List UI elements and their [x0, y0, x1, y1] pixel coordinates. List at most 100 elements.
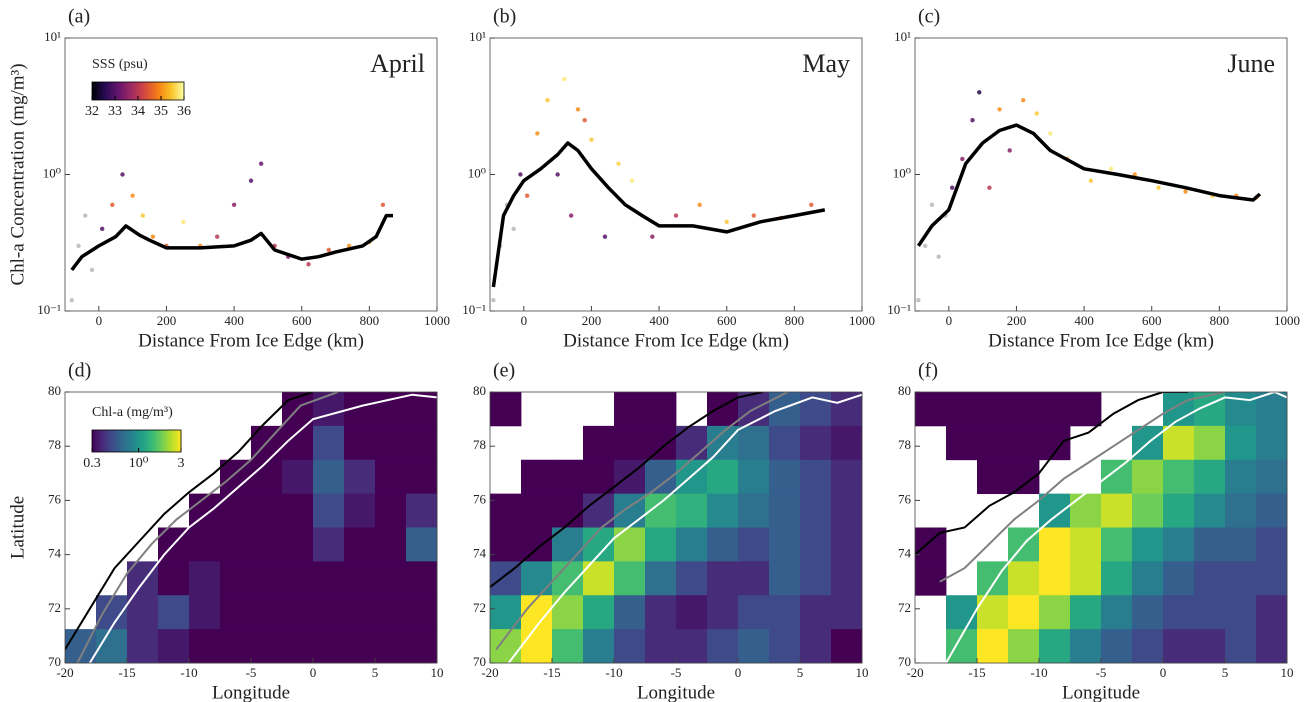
heatmap-cell — [738, 629, 770, 664]
colorbar-swatch — [129, 430, 132, 452]
y-tick-label: 10¹ — [469, 29, 486, 44]
colorbar-swatch — [127, 82, 130, 100]
heatmap-cell — [1256, 561, 1288, 596]
heatmap-cell — [1194, 425, 1226, 461]
colorbar-swatch — [121, 82, 124, 100]
colorbar-swatch — [166, 430, 169, 452]
heatmap-cell — [583, 629, 615, 664]
heatmap-cell — [614, 392, 646, 427]
data-point — [150, 234, 156, 239]
colorbar-tick-label: 36 — [177, 104, 191, 119]
heatmap-cell — [1008, 629, 1040, 664]
heatmap-cell — [1194, 527, 1226, 562]
heatmap-cell — [1163, 561, 1195, 596]
heatmap-cell — [220, 629, 252, 664]
y-tick-label: 70 — [898, 654, 911, 669]
heatmap-cell — [769, 561, 801, 596]
data-point — [306, 262, 311, 267]
heatmap-cell — [406, 561, 438, 596]
y-tick-label: 72 — [48, 600, 61, 615]
x-tick-label: -20 — [481, 665, 498, 680]
x-tick-label: 0 — [96, 313, 103, 328]
data-point — [1034, 111, 1039, 116]
data-point — [568, 213, 574, 218]
colorbar-swatch — [175, 430, 178, 452]
heatmap-cell — [251, 595, 283, 630]
heatmap-cell — [1039, 561, 1071, 596]
heatmap-cell — [1256, 629, 1288, 664]
colorbar-swatch — [158, 430, 161, 452]
heatmap-cell — [1194, 493, 1226, 528]
colorbar-tick-label: 32 — [85, 104, 99, 119]
data-point — [1048, 131, 1053, 136]
x-tick-label: 0 — [310, 665, 317, 680]
colorbar-swatch — [92, 430, 94, 452]
x-tick-label: 400 — [224, 313, 244, 328]
heatmap-cell — [583, 595, 615, 630]
heatmap-cell — [344, 459, 376, 495]
colorbar-swatch — [155, 430, 158, 452]
heatmap-cell — [313, 493, 345, 528]
heatmap-cell — [220, 595, 252, 630]
colorbar-swatch — [149, 430, 152, 452]
colorbar-swatch — [99, 82, 102, 100]
colorbar-swatch — [157, 430, 160, 452]
heatmap-cell — [220, 561, 252, 596]
data-point — [936, 254, 941, 259]
panel-label: (e) — [493, 360, 515, 382]
heatmap-cell — [676, 561, 708, 596]
panel-label: (f) — [918, 360, 938, 382]
colorbar-swatch — [161, 82, 164, 100]
data-point — [960, 156, 965, 162]
heatmap-cell — [707, 493, 739, 528]
heatmap-cell — [800, 527, 832, 562]
heatmap-cell — [158, 561, 190, 596]
heatmap-cell — [375, 527, 407, 562]
colorbar-label: SSS (psu) — [92, 57, 148, 72]
ice-edge-line — [945, 392, 1287, 663]
y-tick-label: 80 — [48, 383, 61, 398]
heatmap-cell — [251, 493, 283, 528]
data-point — [977, 90, 982, 95]
data-point — [326, 247, 331, 253]
x-tick-label: 1000 — [424, 313, 450, 328]
panel-label: (c) — [918, 6, 940, 28]
heatmap-cell — [1163, 425, 1195, 461]
colorbar-swatch — [147, 82, 150, 100]
heatmap-cell — [769, 459, 801, 495]
x-tick-label: 5 — [797, 665, 804, 680]
heatmap-cell — [769, 527, 801, 562]
data-point — [809, 202, 814, 207]
heatmap-cell — [158, 629, 190, 664]
heatmap-cell — [1008, 595, 1040, 630]
heatmap-cell — [344, 493, 376, 528]
heatmap-cell — [406, 629, 438, 664]
colorbar-swatch — [154, 82, 157, 100]
heatmap-cell — [1194, 595, 1226, 630]
heatmap-cell — [707, 527, 739, 562]
data-point — [535, 131, 540, 136]
heatmap-cell — [1256, 392, 1288, 427]
x-axis-title: Distance From Ice Edge (km) — [988, 330, 1214, 351]
heatmap-cell — [1256, 425, 1288, 461]
colorbar-swatch — [135, 430, 137, 452]
heatmap-cell — [490, 527, 522, 562]
mean-line — [491, 141, 826, 288]
y-tick-label: 10⁰ — [43, 165, 61, 180]
mean-line — [70, 213, 393, 271]
y-tick-label: 72 — [898, 600, 911, 615]
colorbar-swatch — [145, 82, 148, 100]
heatmap-cell — [1008, 425, 1040, 461]
heatmap-cell — [406, 459, 438, 495]
heatmap-cell — [676, 425, 708, 461]
colorbar-tick-label: 10⁰ — [129, 456, 149, 471]
heatmap-cell — [1225, 527, 1257, 562]
y-tick-label: 70 — [473, 654, 486, 669]
heatmap-cell — [127, 595, 159, 630]
heatmap-cell — [189, 629, 221, 664]
colorbar-swatch — [108, 82, 111, 100]
x-tick-label: 600 — [717, 313, 737, 328]
heatmap-cell — [1039, 595, 1071, 630]
colorbar-swatch — [99, 430, 102, 452]
